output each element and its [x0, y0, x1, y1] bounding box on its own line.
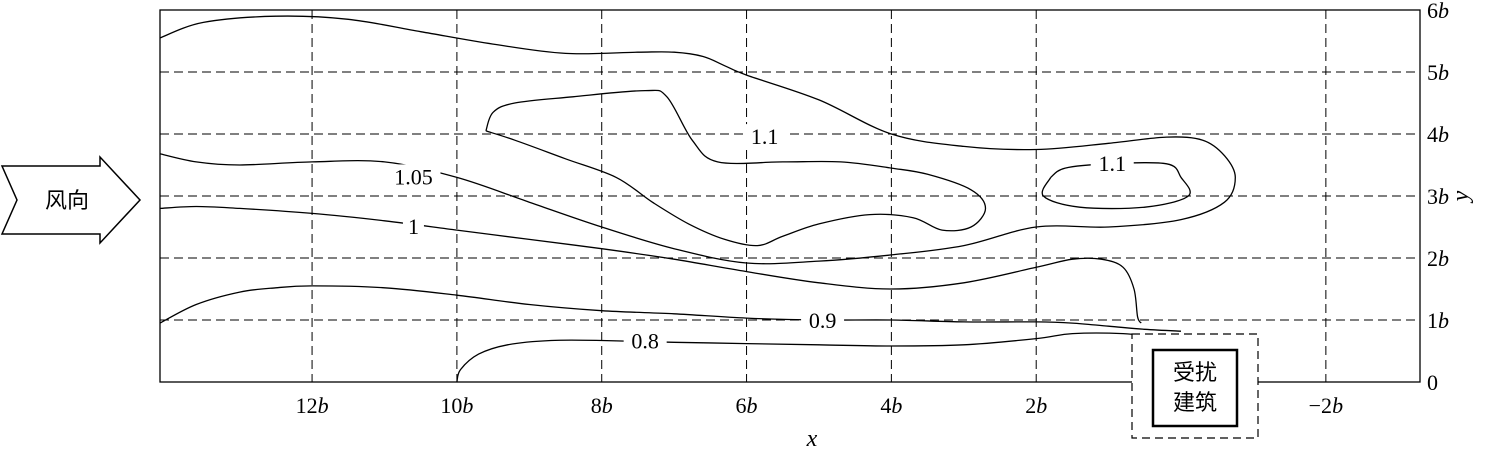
y-tick-label: 5b — [1427, 60, 1449, 85]
contour-line-1 — [159, 205, 1142, 324]
contour-label-mask — [801, 308, 845, 333]
contour-label-mask — [1090, 150, 1134, 175]
contour-line-0-9 — [159, 285, 1182, 332]
arrow-right-icon — [0, 155, 142, 245]
contour-label-mask — [402, 214, 424, 238]
y-tick-label: 4b — [1427, 122, 1449, 147]
x-tick-label: 10b — [440, 393, 473, 418]
disturbed-building: 受扰 建筑 — [1131, 333, 1259, 439]
gridlines — [160, 10, 1420, 382]
contour-label-mask — [743, 124, 787, 149]
y-tick-label: 1b — [1427, 308, 1449, 333]
building-label-line1: 受扰 — [1173, 361, 1217, 386]
contour-line-1-1 — [485, 89, 987, 247]
contour-line-1-05 — [159, 15, 1236, 265]
contour-level-label: 1 — [408, 214, 419, 239]
contour-line-1-1 — [1041, 161, 1191, 210]
x-tick-label: 12b — [296, 393, 329, 418]
x-tick-label: 2b — [1025, 393, 1047, 418]
y-tick-label: 2b — [1427, 246, 1449, 271]
y-tick-label: 6b — [1427, 0, 1449, 23]
contour-line-0-8 — [456, 332, 1182, 383]
contour-label-mask — [623, 328, 667, 353]
wind-direction-arrow: 风向 — [0, 155, 142, 245]
contour-level-label: 0.9 — [809, 308, 837, 333]
contour-labels: 0.8 0.9 1 1.05 1.1 1.1 — [386, 124, 1134, 354]
y-tick-label: 3b — [1427, 184, 1449, 209]
plot-frame — [159, 9, 1421, 383]
wind-direction-label: 风向 — [45, 189, 89, 214]
x-tick-label: −2b — [1309, 393, 1343, 418]
contour-lines — [159, 15, 1236, 383]
x-tick-label: 4b — [880, 393, 902, 418]
y-axis-ticks: 0 1b 2b 3b 4b 5b 6b — [1427, 0, 1449, 395]
contour-level-label: 0.8 — [631, 329, 659, 354]
building-box — [1151, 348, 1239, 428]
contour-level-label: 1.1 — [1098, 151, 1126, 176]
y-axis-title: y — [1448, 190, 1474, 203]
contour-label-mask — [386, 164, 441, 189]
x-axis-title: x — [806, 426, 818, 450]
x-tick-label: 8b — [591, 393, 613, 418]
x-tick-label: 6b — [736, 393, 758, 418]
x-axis-ticks: 12b 10b 8b 6b 4b 2b −2b — [296, 393, 1344, 418]
contour-level-label: 1.1 — [751, 124, 779, 149]
y-tick-label: 0 — [1427, 370, 1438, 395]
contour-level-label: 1.05 — [394, 164, 433, 189]
building-label-line2: 建筑 — [1173, 391, 1217, 416]
